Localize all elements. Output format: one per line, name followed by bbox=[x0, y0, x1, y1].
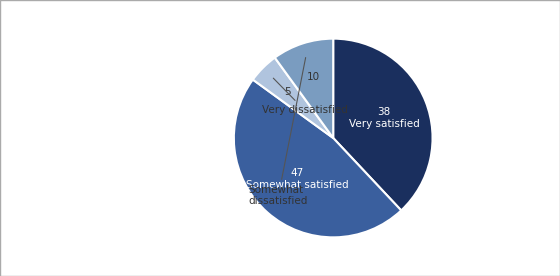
Text: Somewhat
dissatisfied: Somewhat dissatisfied bbox=[249, 58, 308, 206]
Text: 10: 10 bbox=[307, 71, 320, 82]
Text: 5: 5 bbox=[284, 87, 291, 97]
Text: 47
Somewhat satisfied: 47 Somewhat satisfied bbox=[246, 168, 348, 190]
Wedge shape bbox=[234, 79, 401, 237]
Wedge shape bbox=[253, 58, 333, 138]
Wedge shape bbox=[333, 39, 432, 210]
Wedge shape bbox=[275, 39, 333, 138]
Text: Very dissatisfied: Very dissatisfied bbox=[262, 78, 348, 115]
Text: 38
Very satisfied: 38 Very satisfied bbox=[349, 107, 419, 129]
